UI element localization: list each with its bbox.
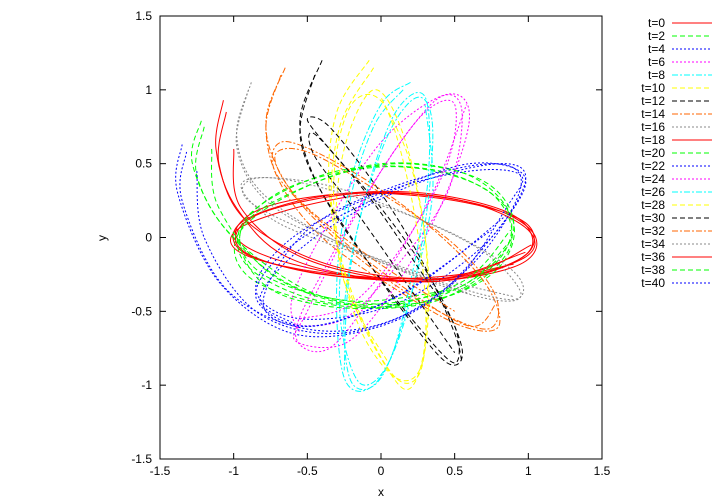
legend-label: t=22 [641, 159, 665, 173]
legend-label: t=12 [641, 94, 665, 108]
y-tick-label: 0 [145, 231, 152, 245]
legend-label: t=24 [641, 172, 665, 186]
y-tick-label: -1 [141, 378, 152, 392]
series-line-t-26 [338, 89, 431, 386]
x-tick-label: 1 [525, 464, 532, 478]
legend-label: t=8 [648, 68, 665, 82]
series-line-t-32 [265, 74, 500, 330]
axis-ticks: -1.5 -1 -0.5 0 0.5 1 1.5 -1.5 -1 -0.5 0 0.5 1 1.5 [131, 9, 610, 478]
legend-label: t=4 [648, 42, 665, 56]
legend-label: t=40 [641, 276, 665, 290]
legend-label: t=10 [641, 81, 665, 95]
legend-label: t=20 [641, 146, 665, 160]
curves-layer [175, 60, 538, 392]
legend-label: t=26 [641, 185, 665, 199]
legend-label: t=32 [641, 224, 665, 238]
legend-label: t=38 [641, 263, 665, 277]
series-line-t-4 [175, 144, 527, 338]
series-line-t-34 [235, 89, 525, 301]
x-tick-label: -1.5 [150, 464, 171, 478]
series-line-t-18 [217, 111, 534, 280]
series-line-t-6 [290, 93, 470, 349]
legend-label: t=34 [641, 237, 665, 251]
y-tick-label: -0.5 [131, 304, 152, 318]
legend-label: t=6 [648, 55, 665, 69]
legend-label: t=14 [641, 107, 665, 121]
x-tick-label: 0.5 [446, 464, 463, 478]
x-tick-label: -1 [228, 464, 239, 478]
legend: t=0t=2t=4t=6t=8t=10t=12t=14t=16t=18t=20t… [641, 16, 712, 290]
series-line-t-10 [328, 60, 430, 391]
legend-label: t=36 [641, 250, 665, 264]
y-tick-label: 1 [145, 83, 152, 97]
series-line-t-28 [330, 67, 427, 384]
series-line-t-30 [299, 74, 460, 364]
y-axis-label: y [95, 235, 109, 241]
legend-label: t=28 [641, 198, 665, 212]
legend-label: t=30 [641, 211, 665, 225]
x-axis-label: x [378, 485, 384, 499]
series-line-t-14 [265, 67, 501, 332]
y-tick-label: 1.5 [135, 9, 152, 23]
legend-label: t=16 [641, 120, 665, 134]
legend-label: t=18 [641, 133, 665, 147]
x-tick-label: -0.5 [297, 464, 318, 478]
series-line-t-36 [232, 148, 536, 283]
y-tick-label: -1.5 [131, 452, 152, 466]
series-line-t-38 [211, 148, 515, 310]
legend-label: t=0 [648, 16, 665, 30]
legend-label: t=2 [648, 29, 665, 43]
x-tick-label: 0 [378, 464, 385, 478]
x-tick-label: 1.5 [594, 464, 611, 478]
y-tick-label: 0.5 [135, 157, 152, 171]
